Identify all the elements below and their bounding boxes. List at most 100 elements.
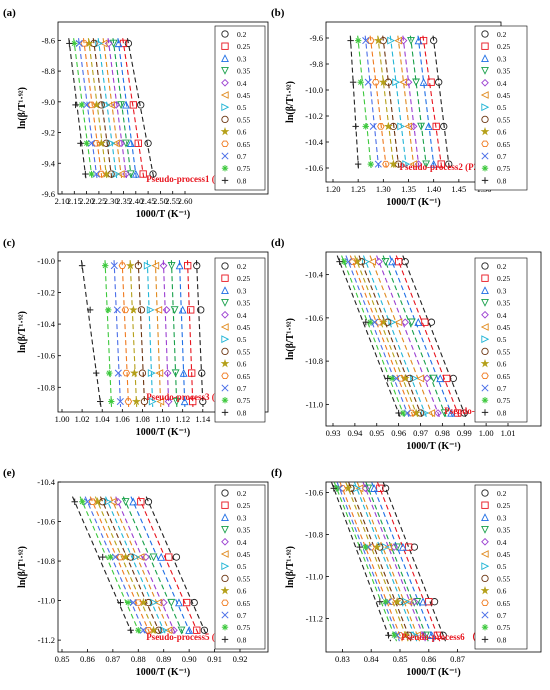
data-point — [107, 553, 114, 561]
x-tick-label: 0.92 — [233, 654, 248, 664]
panel-d: 0.93 0.94 0.95 0.96 0.97 0.98 0.99 1.00 1.01 -10.… — [271, 237, 542, 452]
marker-stroke — [481, 384, 489, 392]
data-point — [413, 631, 421, 640]
data-point — [99, 39, 108, 48]
legend-entry: 0.35 — [221, 67, 250, 76]
legend-entry: 0.75 — [481, 396, 510, 405]
legend-marker — [481, 513, 489, 522]
legend-label: 0.4 — [497, 79, 507, 88]
fit-line — [186, 260, 194, 407]
x-tick-label: 1.20 — [326, 184, 341, 194]
legend-marker — [480, 585, 490, 595]
legend-label: 0.75 — [497, 623, 510, 632]
data-point — [354, 160, 362, 168]
marker-stroke — [135, 627, 141, 633]
legend-marker — [481, 372, 489, 380]
legend-label: 0.55 — [237, 115, 250, 124]
marker-stroke — [110, 262, 118, 270]
legend-label: 0.45 — [497, 323, 510, 332]
marker-stroke — [87, 139, 96, 147]
legend-entry: 0.35 — [221, 526, 250, 535]
legend-entry: 0.35 — [481, 67, 510, 76]
fit-line — [369, 35, 387, 170]
fit-line — [389, 255, 454, 420]
legend-entry: 0.45 — [480, 323, 510, 332]
data-point — [421, 409, 430, 417]
data-point — [136, 553, 145, 562]
legend-entry: 0.7 — [481, 611, 507, 620]
marker-stroke — [83, 101, 91, 109]
x-tick-label: 2.50 — [153, 196, 168, 206]
data-point — [429, 374, 438, 383]
x-tick-label: 0.86 — [80, 654, 95, 664]
data-point — [198, 369, 206, 377]
fit-line — [349, 35, 360, 170]
fit-line — [195, 260, 204, 407]
data-point — [435, 78, 443, 86]
data-point — [165, 553, 173, 561]
series-0.5 — [104, 496, 168, 636]
legend-marker — [481, 347, 489, 356]
data-point — [87, 101, 96, 109]
fit-line — [357, 35, 372, 170]
data-point — [381, 484, 390, 492]
data-point — [200, 626, 209, 634]
marker-stroke — [369, 122, 377, 130]
data-point — [425, 598, 433, 606]
fit-line — [362, 482, 426, 642]
legend-label: 0.6 — [237, 128, 247, 137]
x-tick-label: 2.20 — [79, 196, 94, 206]
marker-stroke — [481, 152, 489, 160]
legend-entry: 0.8 — [481, 635, 507, 644]
legend-entry: 0.35 — [481, 299, 510, 308]
legend-entry: 0.8 — [481, 408, 507, 417]
legend-label: 0.7 — [497, 611, 507, 620]
fit-line — [409, 35, 428, 170]
legend-entry: 0.2 — [481, 30, 507, 39]
fit-line — [121, 260, 130, 407]
data-point — [167, 598, 176, 607]
fit-line — [422, 35, 443, 170]
legend: 0.2 0.25 0.3 0.35 0.4 0.45 0.5 0.55 0.6 0.65 0.7 0.… — [474, 257, 528, 423]
legend-entry: 0.55 — [221, 574, 250, 583]
legend-entry: 0.8 — [221, 635, 247, 644]
data-point — [99, 553, 106, 561]
data-point — [144, 627, 153, 634]
legend-label: 0.4 — [237, 538, 247, 547]
y-tick-label: -9.0 — [42, 97, 55, 107]
data-point — [92, 170, 100, 178]
data-point — [92, 140, 101, 147]
data-point — [160, 626, 168, 635]
legend-marker — [481, 384, 489, 392]
data-point — [362, 123, 369, 130]
data-point — [130, 368, 139, 377]
legend-entry: 0.75 — [221, 396, 250, 405]
data-point — [122, 369, 131, 377]
legend-label: 0.8 — [497, 635, 507, 644]
legend-label: 0.8 — [237, 408, 247, 417]
y-axis-title: ln(β/T¹·⁹²) — [17, 311, 28, 353]
y-tick-label: -10.6 — [37, 351, 55, 361]
legend-entry: 0.65 — [221, 372, 250, 381]
process-annotation: Pseudo-process5 (P5) — [146, 632, 228, 642]
legend-label: 0.75 — [237, 623, 250, 632]
legend-marker — [221, 310, 229, 319]
marker-stroke — [116, 397, 124, 406]
series-0.2 — [124, 38, 157, 180]
data-point — [127, 627, 134, 634]
legend-entry: 0.25 — [221, 42, 250, 51]
data-point — [112, 170, 121, 178]
series-0.75 — [79, 496, 142, 636]
legend-entry: 0.6 — [220, 126, 247, 137]
y-tick-label: -9.6 — [42, 189, 55, 199]
fit-line — [402, 35, 420, 170]
legend-label: 0.25 — [237, 42, 250, 51]
data-point — [427, 409, 436, 417]
data-point — [78, 101, 85, 109]
series-0.5 — [95, 38, 121, 180]
fit-line — [349, 255, 415, 420]
legend-box — [214, 25, 266, 191]
series-0.3 — [370, 482, 436, 642]
data-point — [423, 374, 431, 383]
legend-label: 0.4 — [237, 311, 247, 320]
